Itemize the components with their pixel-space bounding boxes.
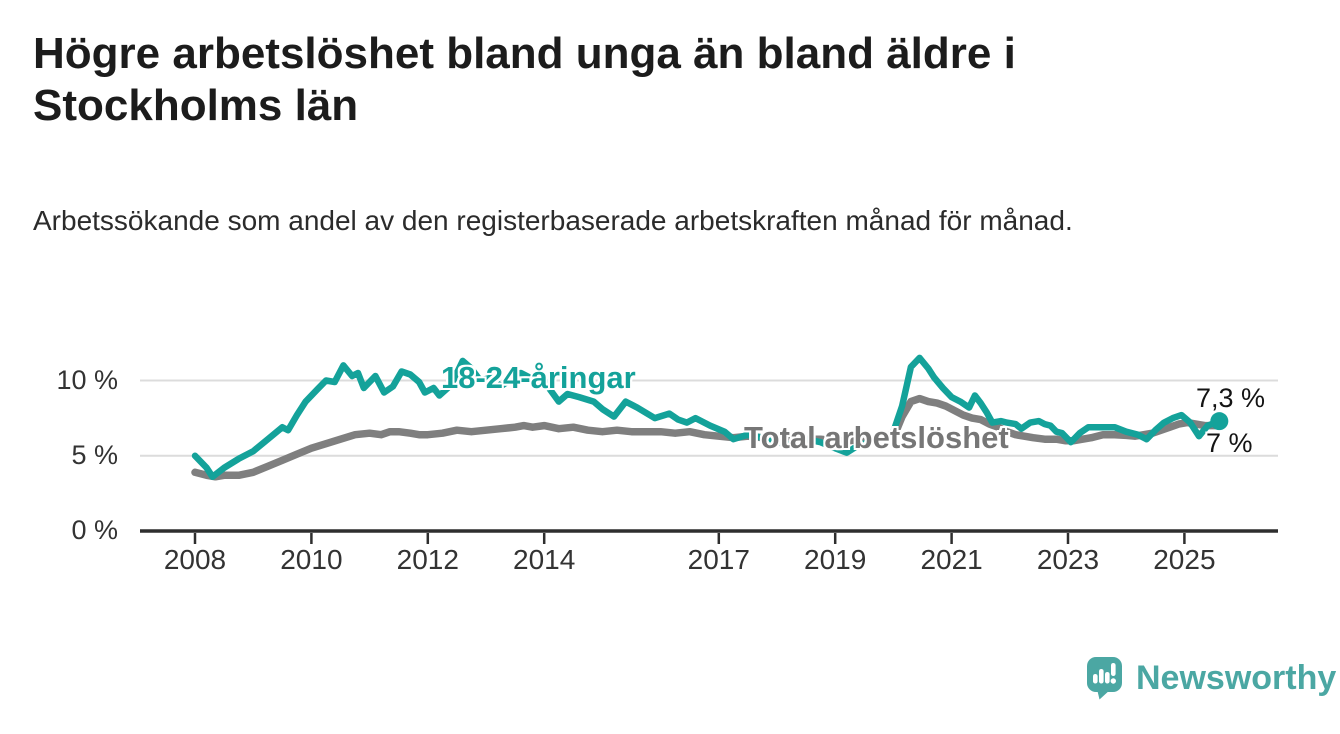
- line-chart: [140, 354, 1278, 544]
- series-end-dot-0: [1210, 412, 1229, 431]
- newsworthy-wordmark: Newsworthy: [1136, 658, 1337, 697]
- end-value-label-youth: 7,3 %: [1196, 383, 1266, 413]
- x-tick-label: 2012: [396, 544, 459, 575]
- x-tick-label: 2008: [163, 544, 227, 575]
- speech-bubble-bar-chart-icon: [1087, 657, 1122, 700]
- series-line-0: [191, 354, 1223, 481]
- end-value-label-total: 7 %: [1206, 428, 1253, 458]
- y-tick-label: 0 %: [71, 515, 118, 545]
- x-tick-label: 2010: [280, 544, 343, 575]
- chart-title: Högre arbetslöshet bland unga än bland ä…: [33, 29, 1016, 130]
- series-label-youth: 18-24-åringar: [441, 360, 636, 395]
- newsworthy-logo: Newsworthy: [1086, 656, 1336, 700]
- chart-subtitle: Arbetssökande som andel av den registerb…: [33, 205, 1073, 236]
- x-tick-label: 2014: [513, 544, 576, 575]
- x-tick-label: 2023: [1036, 544, 1100, 575]
- x-tick-label: 2021: [920, 544, 983, 575]
- x-tick-label: 2017: [687, 544, 750, 575]
- y-tick-label: 10 %: [56, 364, 118, 395]
- x-tick-label: 2019: [804, 544, 867, 575]
- y-tick-label: 5 %: [71, 439, 118, 470]
- x-tick-label: 2025: [1153, 544, 1216, 575]
- series-label-total: Total arbetslöshet: [744, 420, 1009, 455]
